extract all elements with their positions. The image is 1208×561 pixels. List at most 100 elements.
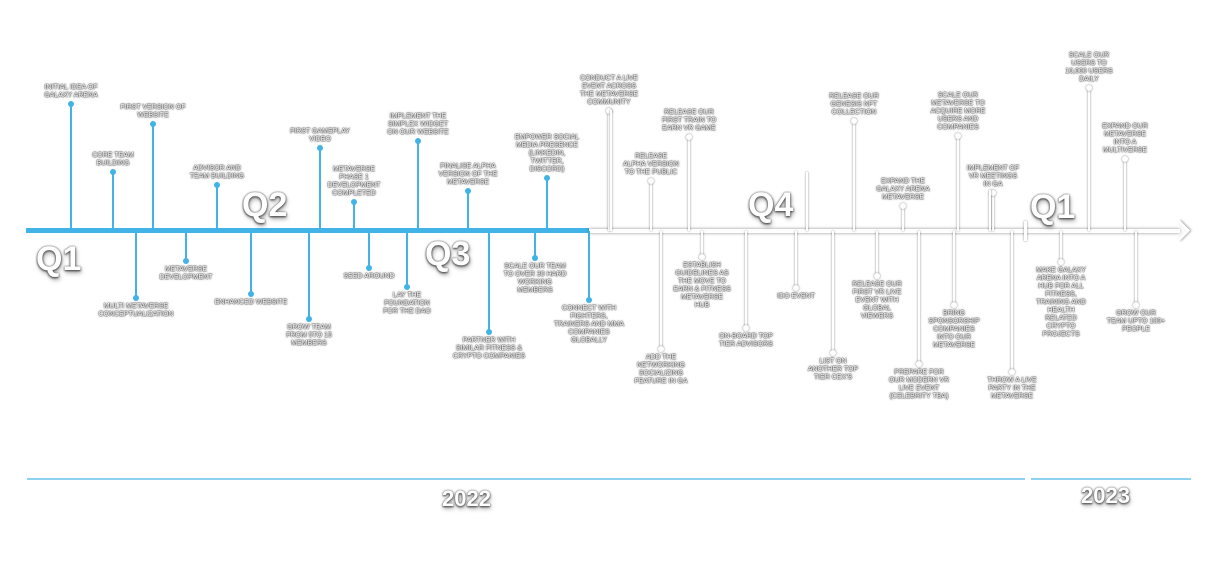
milestone-label: IMPLEMENT THE SIMPLEX WIDGET ON OUR WEBS… <box>387 113 449 136</box>
milestone-dot <box>874 273 880 279</box>
milestone-stem <box>1011 231 1013 372</box>
milestone-dot <box>793 285 799 291</box>
milestone-label: EXPAND THE GALAXY ARENA METAVERSE <box>876 178 930 201</box>
milestone-dot <box>1133 302 1139 308</box>
milestone-label: PREPARE FOR OUR MODERN VR LIVE EVENT (CE… <box>888 369 950 400</box>
milestone-stem <box>135 231 137 298</box>
milestone-dot <box>183 258 189 264</box>
milestone-label: ADVISOR AND TEAM BUILDING <box>189 165 245 180</box>
milestone-label: CONDUCT A LIVE EVENT ACROSS THE METAVERS… <box>579 75 639 106</box>
quarter-label: Q1 <box>36 240 82 278</box>
milestone-label: EMPOWER SOCIAL MEDIA PRESENCE (LINKEDIN,… <box>514 134 580 173</box>
milestone-stem <box>1088 88 1090 231</box>
milestone-dot <box>68 101 74 107</box>
milestone-stem <box>660 231 662 349</box>
milestone-dot <box>532 255 538 261</box>
milestone-dot <box>830 350 836 356</box>
milestone-label: SCALE OUR USERS TO 10,000 USERS DAILY <box>1065 52 1113 83</box>
milestone-dot <box>586 297 592 303</box>
milestone-stem <box>989 190 991 231</box>
quarter-label: Q1 <box>1030 188 1076 226</box>
milestone-stem <box>488 231 490 332</box>
milestone-label: METAVERSE PHASE 1 DEVELOPMENT COMPLETED <box>327 166 381 197</box>
milestone-dot <box>900 203 906 209</box>
milestone-label: IDO EVENT <box>777 293 815 300</box>
year-divider-tick <box>1024 221 1027 241</box>
milestone-dot <box>248 291 254 297</box>
milestone-stem <box>957 136 959 231</box>
milestone-dot <box>658 346 664 352</box>
year-span-line-2022 <box>27 478 1025 480</box>
milestone-dot <box>1122 156 1128 162</box>
milestone-label: ADD THE NETWORKING SOCIALIZING FEATURE I… <box>634 354 688 385</box>
milestone-dot <box>699 254 705 260</box>
milestone-label: RELEASE ALPHA VERSION TO THE PUBLIC <box>622 153 680 176</box>
milestone-label: ON-BOARD TOP TIER ADVISORS <box>719 333 773 348</box>
milestone-dot <box>1009 369 1015 375</box>
milestone-label: FINALISE ALPHA VERSION OF THE METAVERSE <box>438 163 498 186</box>
milestone-label: MAKE GALAXY ARENA INTO A HUB FOR ALL FIT… <box>1036 267 1086 338</box>
milestone-dot <box>366 265 372 271</box>
milestone-stem <box>70 104 72 231</box>
milestone-stem <box>876 231 878 276</box>
milestone-label: SCALE OUR METAVERSE TO ACQUIRE MORE USER… <box>930 92 986 131</box>
milestone-stem <box>417 141 419 231</box>
milestone-label: CONNECT WITH FIGHTERS, TRAINERS AND MMA … <box>553 305 625 344</box>
milestone-stem <box>353 202 355 231</box>
milestone-stem <box>467 191 469 231</box>
year-span-line-2023 <box>1031 478 1191 480</box>
milestone-dot <box>404 284 410 290</box>
milestone-stem <box>688 137 690 231</box>
milestone-dot <box>743 325 749 331</box>
milestone-label: RELEASE OUR FIRST VR LIVE EVENT WITH GLO… <box>852 281 902 320</box>
milestone-stem <box>406 231 408 287</box>
milestone-label: PARTNER WITH SIMILAR FITNESS & CRYPTO CO… <box>452 337 526 360</box>
milestone-label: BRING SPONSORSHIP COMPANIES INTO OUR MET… <box>928 310 980 349</box>
milestone-label: RELEASE OUR FIRST TRAIN TO EARN VR GAME <box>661 109 717 132</box>
milestone-stem <box>650 181 652 231</box>
timeline-axis-completed <box>26 228 589 233</box>
milestone-dot <box>606 108 612 114</box>
milestone-stem <box>319 148 321 231</box>
milestone-dot <box>486 329 492 335</box>
milestone-dot <box>133 295 139 301</box>
milestone-dot <box>150 121 156 127</box>
milestone-stem <box>534 231 536 258</box>
milestone-label: METAVERSE DEVELOPMENT <box>159 266 213 281</box>
milestone-stem <box>112 172 114 231</box>
milestone-label: INITIAL IDEA OF GALAXY ARENA <box>44 84 98 99</box>
timeline-axis-upcoming <box>589 229 1180 233</box>
milestone-stem <box>992 193 994 231</box>
milestone-stem <box>832 231 834 353</box>
milestone-label: ENHANCED WEBSITE <box>214 299 288 306</box>
milestone-label: ESTABLISH GUIDELINES AS THE MOVE TO EARN… <box>673 262 731 309</box>
milestone-dot <box>686 134 692 140</box>
milestone-stem <box>216 185 218 231</box>
milestone-label: SCALE OUR TEAM TO OVER 30 HARD WORKING M… <box>503 263 567 294</box>
milestone-dot <box>351 199 357 205</box>
quarter-label: Q4 <box>748 186 794 224</box>
milestone-dot <box>1086 85 1092 91</box>
milestone-stem <box>308 231 310 319</box>
milestone-dot <box>110 169 116 175</box>
milestone-label: EXPAND OUR METAVERSE INTO A MULTIVERSE <box>1102 123 1148 154</box>
milestone-dot <box>648 178 654 184</box>
milestone-label: CORE TEAM BUILDING <box>92 152 134 167</box>
year-label: 2023 <box>1081 483 1130 508</box>
milestone-dot <box>415 138 421 144</box>
milestone-dot <box>465 188 471 194</box>
milestone-label: GROW OUR TEAM UPTO 100+ PEOPLE <box>1106 310 1166 333</box>
milestone-stem <box>546 178 548 231</box>
milestone-label: GROW TEAM FROM 5TO 15 MEMBERS <box>286 324 332 347</box>
year-label: 2022 <box>442 486 491 511</box>
timeline-arrow-icon <box>1168 219 1191 242</box>
milestone-stem <box>701 231 703 257</box>
milestone-stem <box>853 121 855 231</box>
milestone-stem <box>588 231 590 300</box>
milestone-dot <box>1058 259 1064 265</box>
milestone-dot <box>851 118 857 124</box>
milestone-stem <box>918 231 920 364</box>
milestone-stem <box>608 111 610 231</box>
milestone-dot <box>214 182 220 188</box>
milestone-stem <box>745 231 747 328</box>
